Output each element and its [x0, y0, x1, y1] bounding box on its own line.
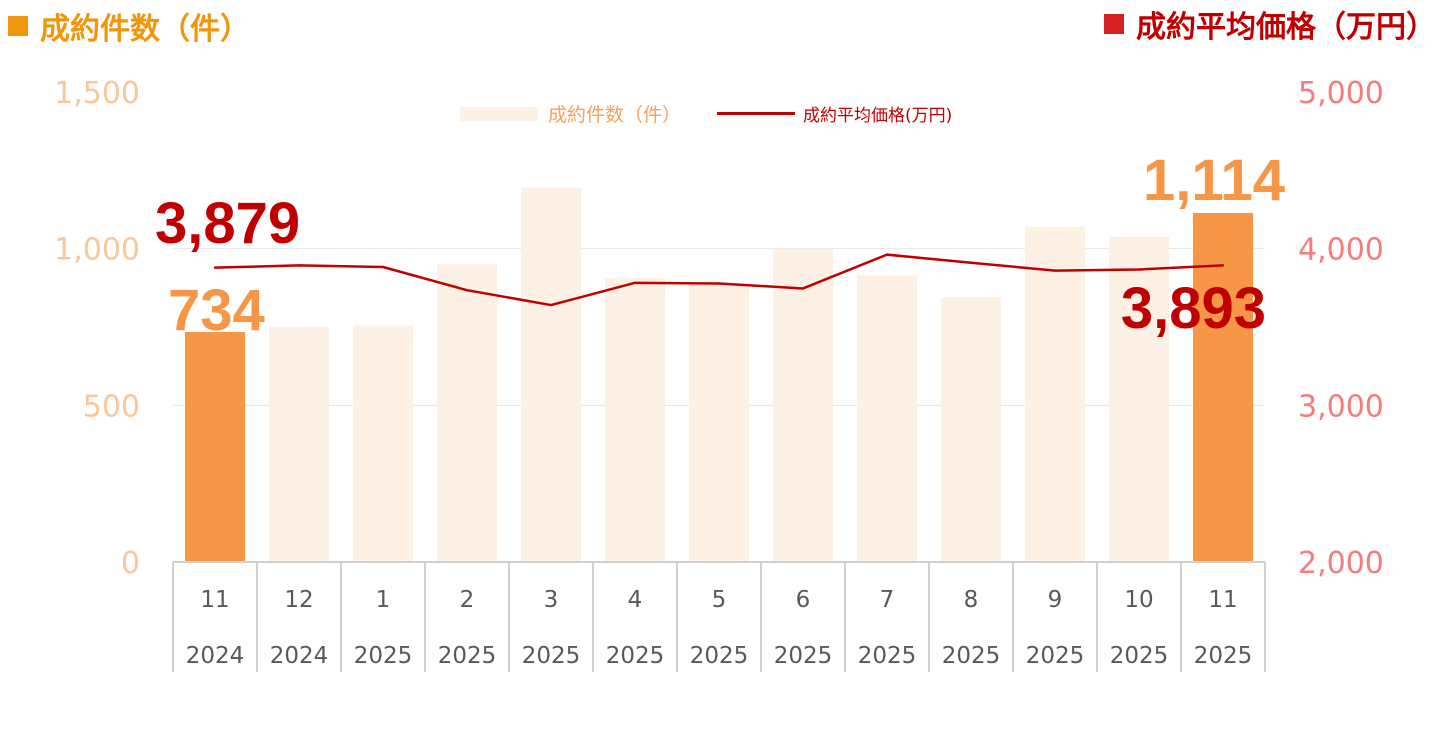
left-axis-tick-label: 1,500 [54, 76, 140, 111]
data-label: 3,893 [1121, 276, 1266, 341]
right-axis-tick-label: 3,000 [1298, 389, 1384, 424]
x-tick-label-year: 2025 [522, 643, 581, 669]
legend-line-swatch [717, 112, 796, 115]
price-point [213, 266, 217, 269]
left-axis-tick-label: 0 [121, 546, 140, 581]
x-tick-label-year: 2025 [774, 643, 833, 669]
right-axis-title-text: 成約平均価格（万円） [1136, 10, 1436, 45]
data-label: 1,114 [1143, 148, 1285, 213]
x-tick-label-month: 10 [1124, 587, 1153, 613]
bar [773, 248, 833, 562]
left-axis-tick-label: 500 [83, 389, 140, 424]
price-point [381, 265, 385, 269]
price-point [801, 287, 805, 290]
x-tick-label-month: 8 [964, 587, 979, 613]
price-point [717, 282, 721, 285]
x-tick-label-month: 4 [628, 587, 643, 613]
legend-line-label: 成約平均価格(万円) [803, 106, 953, 126]
right-axis-tick-label: 4,000 [1298, 233, 1384, 268]
bar [1109, 236, 1169, 562]
price-point [885, 253, 889, 256]
price-point [1053, 269, 1057, 272]
x-tick-label-year: 2025 [606, 643, 665, 669]
x-tick-label-year: 2025 [1194, 643, 1253, 669]
right-axis-title: 成約平均価格（万円） [1104, 2, 1436, 46]
x-tick-label-month: 3 [544, 587, 559, 613]
x-tick-label-month: 9 [1048, 587, 1063, 613]
right-axis-tick-label: 5,000 [1298, 76, 1384, 111]
price-point [1221, 264, 1225, 267]
price-point [969, 261, 973, 264]
bar [269, 327, 329, 562]
x-tick-label-year: 2024 [186, 643, 245, 669]
red-square-icon [1104, 14, 1124, 34]
bar [689, 284, 749, 562]
x-tick-label-year: 2025 [354, 643, 413, 669]
bar [185, 332, 245, 562]
left-axis-title: 成約件数（件） [8, 4, 250, 48]
x-tick-label-year: 2024 [270, 643, 329, 669]
x-tick-label-year: 2025 [1110, 643, 1169, 669]
x-tick-label-year: 2025 [858, 643, 917, 669]
x-tick-label-month: 2 [460, 587, 475, 613]
chart-legend: 成約件数（件） 成約平均価格(万円) [460, 100, 952, 127]
bar [437, 264, 497, 562]
orange-square-icon [8, 16, 28, 36]
price-point [549, 303, 553, 307]
bar [941, 297, 1001, 562]
right-axis-tick-label: 2,000 [1298, 546, 1384, 581]
x-tick-label-month: 11 [1208, 587, 1237, 613]
x-tick-label-month: 12 [284, 587, 313, 613]
left-axis-title-text: 成約件数（件） [40, 12, 250, 47]
x-tick-label-month: 5 [712, 587, 727, 613]
bar [1025, 226, 1085, 562]
x-tick-label-year: 2025 [942, 643, 1001, 669]
legend-bar-label: 成約件数（件） [548, 104, 682, 126]
x-tick-label-month: 11 [200, 587, 229, 613]
bar [521, 187, 581, 563]
bar [1193, 212, 1253, 563]
x-tick-label-month: 7 [880, 587, 895, 613]
bar [353, 325, 413, 562]
price-point [465, 288, 469, 292]
bar [605, 278, 665, 562]
x-tick-label-year: 2025 [438, 643, 497, 669]
left-axis-tick-label: 1,000 [54, 233, 140, 268]
price-point [1137, 268, 1141, 271]
bar [857, 275, 917, 562]
price-point [633, 281, 637, 285]
data-label: 3,879 [155, 191, 300, 256]
x-tick-label-year: 2025 [690, 643, 749, 669]
legend-bar-swatch [460, 106, 538, 121]
data-label: 734 [168, 278, 265, 343]
x-tick-label-month: 6 [796, 587, 811, 613]
x-tick-label-year: 2025 [1026, 643, 1085, 669]
x-tick-label-month: 1 [376, 587, 391, 613]
price-point [297, 264, 301, 267]
